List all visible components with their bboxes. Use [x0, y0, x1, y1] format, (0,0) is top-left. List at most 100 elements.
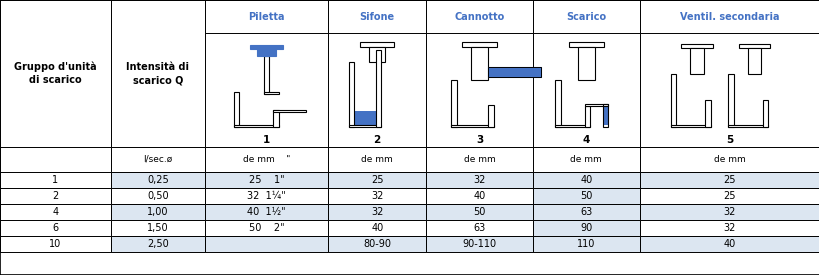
Text: 32: 32	[722, 207, 735, 217]
Bar	[681, 44, 712, 48]
Bar	[348, 62, 354, 126]
Bar	[727, 74, 733, 126]
Text: 90-110: 90-110	[462, 239, 496, 249]
Text: 2,50: 2,50	[147, 239, 169, 249]
Bar	[0, 172, 111, 188]
Bar	[0, 147, 111, 172]
Bar	[328, 220, 426, 236]
Bar	[426, 0, 532, 147]
Bar	[111, 0, 205, 147]
Bar	[487, 67, 541, 77]
Bar	[639, 220, 819, 236]
Bar	[348, 125, 381, 126]
Bar	[264, 92, 278, 94]
Bar	[0, 204, 111, 220]
Bar	[471, 47, 487, 80]
Text: Cannotto: Cannotto	[454, 12, 505, 21]
Bar	[639, 0, 819, 33]
Text: 40: 40	[723, 239, 735, 249]
Bar	[111, 204, 205, 220]
Bar	[111, 188, 205, 204]
Bar	[273, 110, 278, 126]
Bar	[584, 106, 590, 126]
Bar	[670, 125, 710, 126]
Bar	[328, 236, 426, 252]
Bar	[532, 236, 639, 252]
Text: 32: 32	[722, 223, 735, 233]
Bar	[426, 236, 532, 252]
Text: 32: 32	[370, 207, 383, 217]
Bar	[233, 125, 278, 126]
Bar	[584, 104, 608, 106]
Bar	[690, 48, 703, 74]
Text: 25: 25	[722, 175, 735, 185]
Bar	[532, 0, 639, 147]
Text: de mm: de mm	[464, 155, 495, 164]
Text: Intensità di
scarico Q: Intensità di scarico Q	[126, 62, 189, 85]
Bar	[328, 0, 426, 147]
Text: 2: 2	[52, 191, 58, 201]
Bar	[426, 188, 532, 204]
Bar	[328, 0, 426, 33]
Text: Sifone: Sifone	[360, 12, 394, 21]
Bar	[111, 147, 205, 172]
Bar	[426, 147, 532, 172]
Bar	[532, 147, 639, 172]
Bar	[744, 44, 763, 46]
Bar	[670, 74, 676, 126]
Text: 40: 40	[580, 175, 591, 185]
Text: 50: 50	[579, 191, 592, 201]
Bar	[487, 106, 493, 127]
Text: 1: 1	[263, 134, 269, 145]
Text: 32  1¼": 32 1¼"	[247, 191, 286, 201]
Bar	[273, 110, 305, 112]
Text: 0,25: 0,25	[147, 175, 169, 185]
Bar	[568, 42, 603, 47]
Text: 80-90: 80-90	[363, 239, 391, 249]
Text: 25    1": 25 1"	[248, 175, 284, 185]
Text: 32: 32	[473, 175, 486, 185]
Bar	[704, 100, 710, 126]
Bar	[205, 0, 328, 147]
Bar	[360, 42, 394, 47]
Text: de mm    ": de mm "	[242, 155, 290, 164]
Bar	[111, 220, 205, 236]
Bar	[205, 188, 328, 204]
Bar	[450, 80, 456, 127]
Bar	[577, 47, 594, 80]
Bar	[205, 172, 328, 188]
Text: Scarico: Scarico	[566, 12, 605, 21]
Text: 110: 110	[577, 239, 595, 249]
Text: 25: 25	[722, 191, 735, 201]
Text: Gruppo d'unità
di scarico: Gruppo d'unità di scarico	[14, 62, 97, 86]
Bar	[639, 172, 819, 188]
Bar	[257, 50, 275, 56]
Bar	[250, 45, 283, 50]
Bar	[602, 106, 608, 125]
Bar	[233, 92, 239, 126]
Bar	[375, 50, 381, 127]
Bar	[426, 172, 532, 188]
Bar	[487, 67, 541, 77]
Text: 4: 4	[582, 134, 589, 145]
Text: 32: 32	[370, 191, 383, 201]
Bar	[532, 172, 639, 188]
Bar	[0, 220, 111, 236]
Text: de mm: de mm	[713, 155, 744, 164]
Text: Ventil. secondaria: Ventil. secondaria	[679, 12, 779, 21]
Bar	[0, 0, 111, 147]
Bar	[532, 188, 639, 204]
Bar	[111, 236, 205, 252]
Bar	[426, 220, 532, 236]
Bar	[554, 125, 590, 126]
Bar	[450, 125, 493, 126]
Text: 4: 4	[52, 207, 58, 217]
Text: 1,00: 1,00	[147, 207, 169, 217]
Text: 63: 63	[580, 207, 591, 217]
Bar	[354, 111, 375, 125]
Text: 40  1½": 40 1½"	[247, 207, 286, 217]
Bar	[205, 204, 328, 220]
Bar	[639, 147, 819, 172]
Bar	[532, 0, 639, 33]
Bar	[328, 188, 426, 204]
